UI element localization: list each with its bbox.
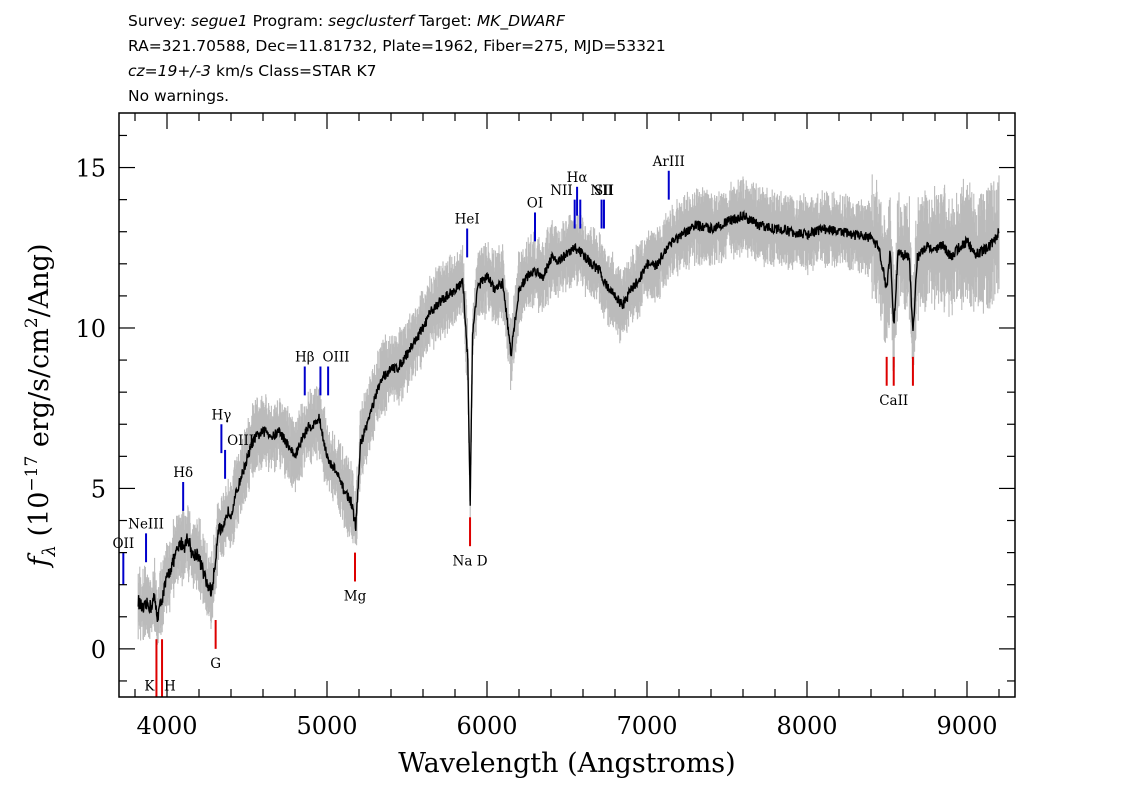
y-axis-title: fλ (10−17 erg/s/cm2/Ang) xyxy=(22,244,60,569)
survey-value: segue1 xyxy=(190,12,248,30)
x-tick-label: 4000 xyxy=(136,712,197,740)
y-axis-sub: λ xyxy=(39,545,60,557)
target-value: MK_DWARF xyxy=(476,12,565,30)
header-line-4: No warnings. xyxy=(128,87,230,105)
emission-line-label: NII xyxy=(550,183,572,199)
spectrum-layer xyxy=(137,209,1000,623)
x-tick-label: 5000 xyxy=(296,712,357,740)
emission-line-label: OI xyxy=(527,196,543,212)
spectrum-trace xyxy=(137,209,1000,623)
y-axis-sup2: 2 xyxy=(22,317,42,328)
emission-line-label: SII xyxy=(594,183,614,199)
class-value: km/s Class=STAR K7 xyxy=(211,62,377,80)
y-tick-label: 10 xyxy=(75,315,106,343)
header-line-3: cz=19+/-3 km/s Class=STAR K7 xyxy=(128,62,376,80)
emission-line-label: NeIII xyxy=(128,517,164,533)
y-axis-end: /Ang) xyxy=(24,244,55,318)
x-axis-title: Wavelength (Angstroms) xyxy=(398,748,735,779)
absorption-line-label: K xyxy=(144,679,155,695)
x-tick-label: 7000 xyxy=(616,712,677,740)
emission-line-label: Hα xyxy=(567,170,588,186)
survey-label: Survey: xyxy=(128,12,187,30)
noise-trace xyxy=(137,174,1000,645)
x-tick-label: 8000 xyxy=(776,712,837,740)
absorption-line-label: G xyxy=(210,656,221,672)
emission-line-label: OIII xyxy=(227,433,254,449)
emission-line-label: Hδ xyxy=(173,465,193,481)
absorption-line-label: Mg xyxy=(344,589,367,605)
header-line-1: Survey: segue1 Program: segclusterf Targ… xyxy=(128,12,565,30)
redshift-value: cz=19+/-3 xyxy=(128,62,212,80)
program-value: segclusterf xyxy=(328,12,414,30)
noise-band xyxy=(137,174,1000,645)
program-label: Program: xyxy=(252,12,324,30)
emission-line-label: NII xyxy=(590,183,612,199)
y-tick-label: 15 xyxy=(75,155,106,183)
emission-line-label: OII xyxy=(112,536,134,552)
absorption-line-label: CaII xyxy=(879,393,908,409)
axis-ticks: 4000 5000 6000 7000 8000 9000 0 5 10 15 xyxy=(75,113,1015,740)
emission-line-label: HeI xyxy=(455,212,480,228)
absorption-line-label: Na D xyxy=(453,553,488,569)
emission-line-label: OIII xyxy=(322,350,349,366)
emission-line-label: Hγ xyxy=(211,407,231,423)
plot-frame xyxy=(118,112,1016,698)
absorption-line-label: H xyxy=(164,679,176,695)
y-tick-label: 0 xyxy=(91,636,106,664)
y-axis-sup1: −17 xyxy=(22,456,42,492)
emission-line-label: Hβ xyxy=(295,350,315,366)
x-tick-label: 6000 xyxy=(456,712,517,740)
y-axis-mid2: erg/s/cm xyxy=(24,328,55,456)
target-label: Target: xyxy=(418,12,472,30)
y-axis-mid: (10 xyxy=(24,492,55,545)
emission-line-label: ArIII xyxy=(652,154,685,170)
x-tick-label: 9000 xyxy=(936,712,997,740)
header-line-2: RA=321.70588, Dec=11.81732, Plate=1962, … xyxy=(128,37,666,55)
y-tick-label: 5 xyxy=(91,475,106,503)
